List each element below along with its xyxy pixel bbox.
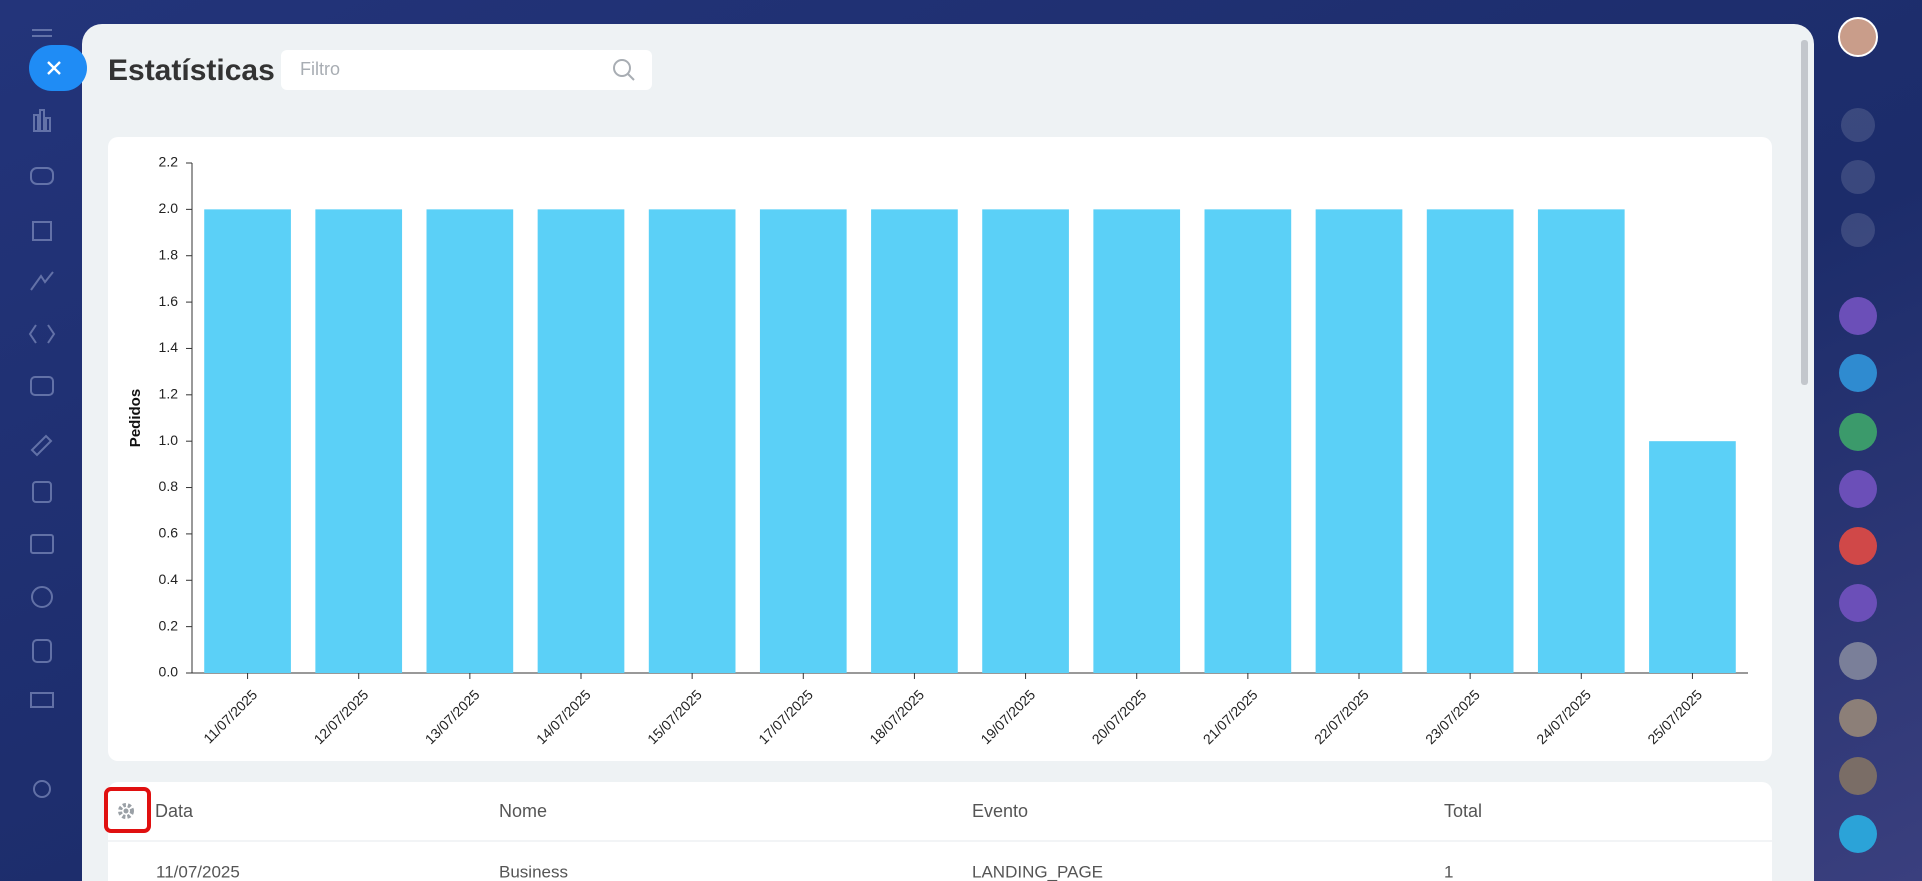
y-tick-label: 2.0 [159,200,179,216]
y-tick-label: 1.6 [159,293,179,309]
table-cell: LANDING_PAGE [972,862,1103,881]
page-title: Estatísticas [108,54,275,87]
bar [759,209,847,673]
y-tick-label: 0.2 [159,617,179,633]
column-header: Data [155,801,194,821]
filter-placeholder: Filtro [300,59,340,79]
y-tick-label: 1.0 [159,432,179,448]
y-tick-label: 2.2 [159,154,179,170]
column-header: Evento [972,801,1028,821]
bar [1315,209,1403,673]
bar [1426,209,1514,673]
highlight-box [104,787,151,833]
y-tick-label: 1.4 [159,339,179,355]
bar [871,209,958,673]
bar [315,209,403,673]
bar [1649,441,1736,673]
y-tick-label: 0.8 [159,478,179,494]
right-sidebar [1838,17,1878,853]
y-axis-label: Pedidos [127,389,144,447]
bar [1537,209,1625,673]
settings-icon[interactable] [118,803,134,819]
bar [426,209,514,673]
table-cell: 11/07/2025 [156,862,240,881]
close-icon [47,61,61,75]
y-tick-label: 0.0 [159,664,179,680]
table-card [108,782,1772,881]
bar [537,209,625,673]
column-header: Total [1444,801,1482,821]
bar [648,209,736,673]
chart: 0.0 0.2 0.4 0.6 0.8 1.0 1.2 1.4 1.6 1.8 2.0 2.2 Pedi… [127,154,1748,747]
column-header: Nome [499,801,547,821]
y-tick-label: 1.2 [159,386,179,402]
y-tick-label: 1.8 [159,246,179,262]
search-icon [613,59,635,81]
y-tick-label: 0.4 [159,571,179,587]
bar [1204,209,1292,673]
left-sidebar [28,29,56,798]
bar [982,209,1069,673]
table-cell: Business [499,862,568,881]
scrollbar[interactable] [1801,40,1808,385]
bar [204,209,291,673]
table-cell: 1 [1444,862,1453,881]
filter-input[interactable] [281,50,652,90]
bar [1093,209,1181,673]
y-tick-label: 0.6 [159,525,179,541]
close-button[interactable] [29,45,87,91]
